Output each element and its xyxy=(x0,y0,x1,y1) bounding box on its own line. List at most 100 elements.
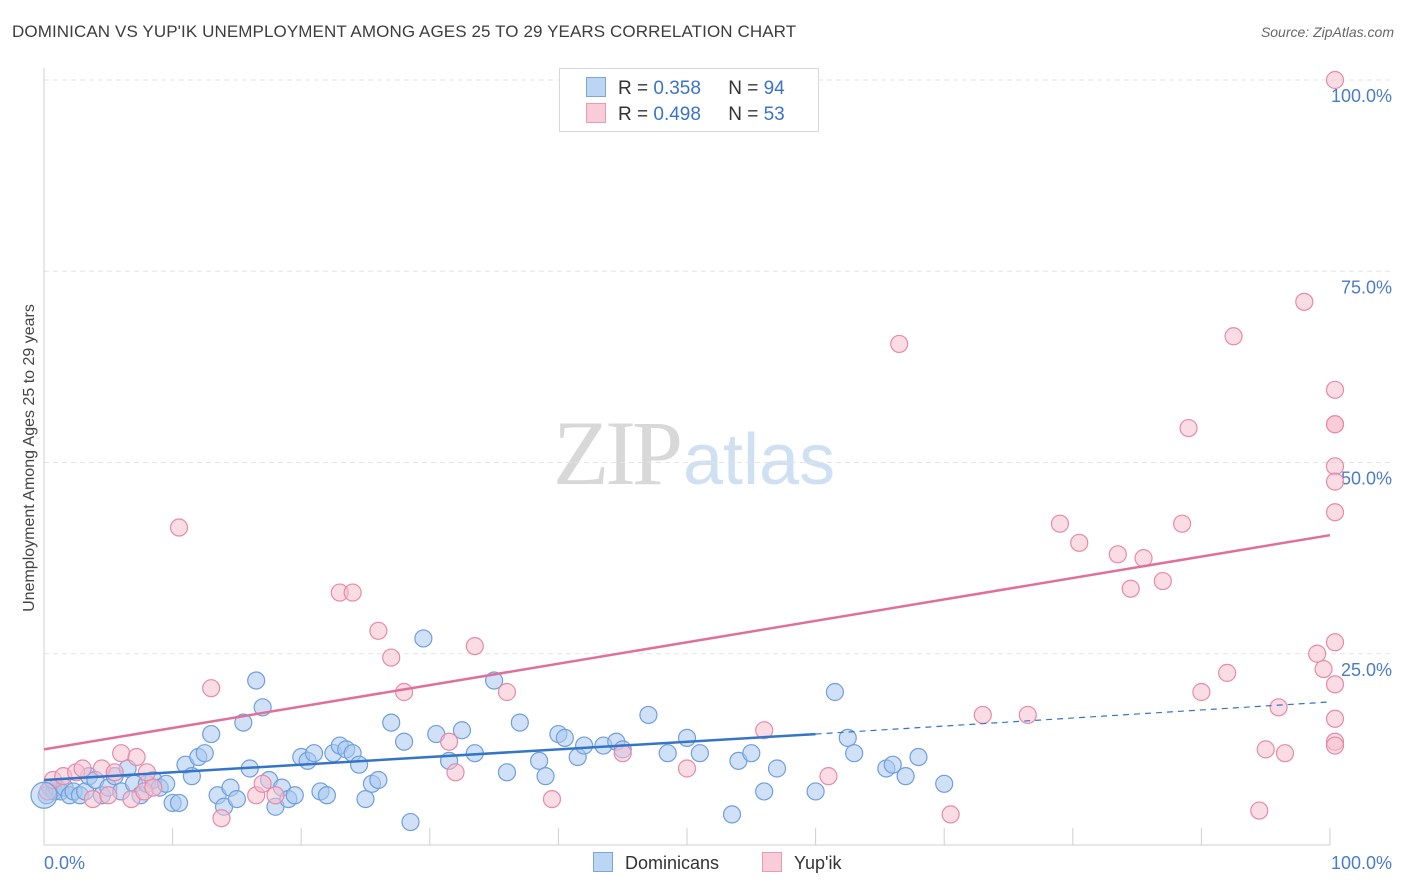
yupik-point xyxy=(1325,70,1345,90)
yupik-point xyxy=(1179,418,1198,438)
dominican-point xyxy=(806,782,825,801)
yupik-point xyxy=(144,778,163,797)
dominican-point xyxy=(382,713,401,732)
yupik-trend-line xyxy=(43,533,1331,751)
bottom-legend-yupik: Yup'ik xyxy=(762,852,841,874)
dominican-trend-line xyxy=(43,732,816,782)
yupik-point xyxy=(446,763,465,782)
dominican-point xyxy=(639,705,658,725)
y-tick-label: 25.0% xyxy=(1341,660,1392,680)
legend-r-value: 0.498 xyxy=(653,104,701,125)
watermark-atlas: atlas xyxy=(683,420,836,500)
yupik-point xyxy=(941,805,960,824)
legend: R = 0.358 N = 94 R = 0.498 N = 53 xyxy=(559,68,819,132)
dominican-point xyxy=(394,732,414,751)
yupik-point xyxy=(83,789,102,809)
dominican-point xyxy=(227,789,246,809)
yupik-point xyxy=(1275,744,1295,763)
dominican-point xyxy=(234,713,253,732)
legend-n-label: N = xyxy=(728,104,764,125)
y-tick-label: 75.0% xyxy=(1341,277,1392,297)
yupik-point xyxy=(890,334,909,354)
legend-n-label: N = xyxy=(728,78,764,99)
dominican-point xyxy=(304,744,324,763)
dominican-point xyxy=(690,744,709,763)
bottom-legend-label-dominicans: Dominicans xyxy=(625,853,720,873)
legend-r-value: 0.358 xyxy=(653,78,701,99)
dominican-point xyxy=(896,767,915,786)
yupik-point xyxy=(253,774,272,793)
x-tick-label: 100.0% xyxy=(1331,853,1392,873)
dominican-point xyxy=(575,736,594,755)
chart-title: DOMINICAN VS YUP'IK UNEMPLOYMENT AMONG A… xyxy=(12,22,797,41)
dominican-point xyxy=(195,744,214,763)
yupik-point xyxy=(973,705,992,725)
dominican-point xyxy=(169,793,189,813)
yupik-point xyxy=(1218,663,1237,682)
dominican-point xyxy=(202,724,221,744)
legend-n-value: 53 xyxy=(763,104,785,125)
dominican-point xyxy=(555,728,574,748)
dominican-point xyxy=(536,767,555,786)
yupik-point xyxy=(1308,644,1327,663)
yupik-point xyxy=(1108,545,1127,564)
dominican-point xyxy=(767,759,787,778)
dominican-point xyxy=(658,744,677,763)
yupik-point xyxy=(819,767,838,786)
dominican-point xyxy=(722,805,742,824)
yupik-point xyxy=(369,621,388,640)
dominican-point xyxy=(845,744,864,763)
yupik-point xyxy=(1325,736,1345,755)
dominican-point xyxy=(838,728,857,748)
legend-row-yupik: R = 0.498 N = 53 xyxy=(586,103,785,127)
dominican-point xyxy=(742,744,761,763)
yupik-point xyxy=(677,759,697,778)
yupik-point xyxy=(266,786,285,805)
legend-r-label: R = xyxy=(618,78,654,99)
yupik-point xyxy=(542,789,562,809)
dominican-point xyxy=(30,781,58,809)
yupik-point xyxy=(755,721,774,740)
yupik-point xyxy=(202,679,221,698)
yupik-point xyxy=(99,786,118,805)
dominican-point xyxy=(677,728,697,748)
yupik-point xyxy=(613,744,632,763)
dominican-point xyxy=(414,629,433,648)
yupik-point xyxy=(1050,514,1070,533)
yupik-point xyxy=(1314,659,1333,679)
watermark-zip: ZIP xyxy=(553,402,683,504)
dominican-point xyxy=(883,755,902,774)
yupik-point xyxy=(1224,327,1243,346)
yupik-point xyxy=(1256,740,1275,759)
dominican-point xyxy=(401,812,420,832)
legend-r-label: R = xyxy=(618,104,654,125)
y-tick-label: 50.0% xyxy=(1341,469,1392,489)
bottom-legend-dominicans: Dominicans xyxy=(593,852,719,874)
yupik-point xyxy=(1269,698,1288,717)
yupik-point xyxy=(465,636,484,656)
x-tick-label: 0.0% xyxy=(44,853,85,873)
dominican-point xyxy=(755,782,774,801)
dominican-point xyxy=(452,721,472,740)
yupik-point xyxy=(1325,633,1345,652)
dominican-point xyxy=(530,751,549,770)
yupik-point xyxy=(169,518,189,537)
dominican-point xyxy=(497,763,517,782)
yupik-point xyxy=(1153,571,1172,591)
legend-swatch-yupik xyxy=(586,103,606,123)
legend-n-value: 94 xyxy=(763,78,785,99)
dominican-trend-extension xyxy=(815,701,1331,735)
yupik-point xyxy=(1070,533,1089,552)
yupik-point xyxy=(1325,503,1345,522)
yupik-point xyxy=(1325,472,1345,491)
bottom-legend-label-yupik: Yup'ik xyxy=(794,853,842,873)
dominican-point xyxy=(935,774,954,793)
yupik-point xyxy=(1325,457,1345,476)
yupik-point xyxy=(394,682,414,702)
dominican-point xyxy=(247,671,266,690)
watermark: ZIPatlas xyxy=(553,400,835,506)
legend-row-dominicans: R = 0.358 N = 94 xyxy=(586,77,785,101)
dominican-point xyxy=(825,682,844,702)
dominican-point xyxy=(285,786,304,805)
